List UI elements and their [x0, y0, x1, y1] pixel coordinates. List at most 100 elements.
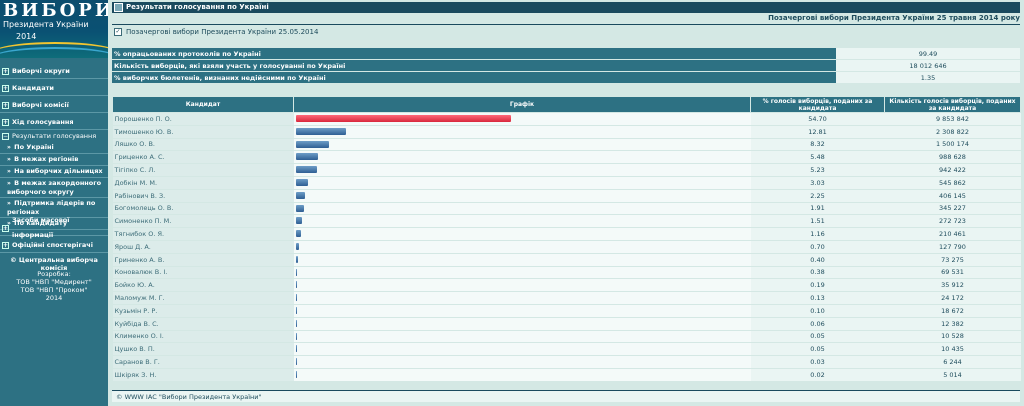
- sidebar-subitem-label: В межах закордонного виборчого округу: [7, 179, 102, 196]
- candidate-votes: 18 672: [884, 304, 1021, 318]
- stats-row: % виборчих бюлетенів, визнаних недійсним…: [112, 71, 1020, 84]
- candidate-graph: [293, 291, 751, 305]
- candidate-graph: [293, 227, 751, 241]
- candidate-name[interactable]: Добкін М. М.: [112, 176, 294, 190]
- summary-stats-table: % опрацьованих протоколів по Україні 99.4…: [112, 48, 1020, 84]
- candidate-percent: 1.51: [750, 214, 885, 229]
- stats-value: 1.35: [836, 71, 1020, 84]
- cec-copyright: © Центральна виборча комісія: [10, 256, 98, 272]
- vote-share-bar: [295, 345, 297, 353]
- candidate-name[interactable]: Цушко В. П.: [112, 342, 294, 357]
- candidate-name[interactable]: Тягнибок О. Я.: [112, 227, 294, 241]
- candidate-name[interactable]: Симоненко П. М.: [112, 214, 294, 229]
- square-icon: [114, 2, 123, 12]
- sidebar-subitem-leader-support[interactable]: » Підтримка лідерів по регіонах: [0, 198, 108, 218]
- double-chevron-right-icon: »: [7, 144, 11, 151]
- candidate-row: Кузьмін Р. Р. 0.10 18 672: [112, 304, 1021, 318]
- divider: [112, 24, 1020, 25]
- candidate-name[interactable]: Рабінович В. З.: [112, 189, 294, 203]
- sidebar-item-observers[interactable]: + Офіційні спостерігачі: [0, 238, 108, 253]
- candidate-graph: [293, 150, 751, 165]
- candidate-votes: 545 862: [884, 176, 1021, 190]
- candidate-votes: 12 382: [884, 317, 1021, 331]
- candidate-name[interactable]: Шкіряк З. Н.: [112, 368, 294, 382]
- logo-wave-blue: [0, 47, 108, 58]
- election-selector-label: Позачергові вибори Президента України 25…: [126, 28, 319, 36]
- expand-icon: +: [2, 67, 9, 75]
- candidate-name[interactable]: Тігіпко С. Л.: [112, 163, 294, 177]
- footer: © WWW ІАС "Вибори Президента України": [112, 390, 1020, 402]
- developer-line: ТОВ "НВП "Медирент": [16, 278, 92, 286]
- candidate-name[interactable]: Порошенко П. О.: [112, 112, 294, 126]
- election-selector[interactable]: ✓ Позачергові вибори Президента України 2…: [114, 28, 318, 36]
- developer-line: 2014: [45, 294, 63, 302]
- candidate-row: Гриценко А. С. 5.48 988 628: [112, 150, 1021, 165]
- candidate-name[interactable]: Коновалюк В. І.: [112, 266, 294, 280]
- candidate-name[interactable]: Клименко О. І.: [112, 330, 294, 344]
- logo[interactable]: ВИБОРИ Президента України 2014: [0, 0, 108, 58]
- logo-wave-yellow: [0, 42, 108, 58]
- sidebar-subitem-by-candidate[interactable]: » По кандидату: [0, 218, 108, 230]
- sidebar-item-label: Виборчі комісії: [12, 100, 69, 109]
- sidebar-subitem-ukraine[interactable]: » По Україні: [0, 142, 108, 154]
- vote-share-bar: [295, 255, 298, 263]
- candidate-name[interactable]: Тимошенко Ю. В.: [112, 125, 294, 139]
- sidebar-item-results[interactable]: − Результати голосування: [0, 131, 108, 142]
- vote-share-bar: [295, 115, 511, 122]
- expand-icon: +: [2, 84, 9, 92]
- candidate-row: Цушко В. П. 0.05 10 435: [112, 342, 1021, 357]
- candidate-votes: 35 912: [884, 278, 1021, 293]
- candidate-row: Тягнибок О. Я. 1.16 210 461: [112, 227, 1021, 241]
- logo-year: 2014: [16, 32, 37, 41]
- candidate-row: Богомолець О. В. 1.91 345 227: [112, 202, 1021, 216]
- stats-label: Кількість виборців, які взяли участь у г…: [112, 59, 836, 72]
- candidate-name[interactable]: Ляшко О. В.: [112, 138, 294, 152]
- candidate-name[interactable]: Саранов В. Г.: [112, 355, 294, 369]
- candidate-name[interactable]: Кузьмін Р. Р.: [112, 304, 294, 318]
- vote-share-bar: [295, 268, 297, 276]
- sidebar-subitem-polling-stations[interactable]: » На виборчих дільницях: [0, 166, 108, 178]
- sidebar: ВИБОРИ Президента України 2014 + Виборчі …: [0, 0, 108, 406]
- candidate-percent: 0.03: [750, 355, 885, 369]
- candidate-graph: [293, 278, 751, 293]
- candidate-name[interactable]: Гриценко А. С.: [112, 150, 294, 165]
- stats-row: Кількість виборців, які взяли участь у г…: [112, 59, 1020, 72]
- candidate-graph: [293, 112, 751, 126]
- candidate-name[interactable]: Куйбіда В. С.: [112, 317, 294, 331]
- sidebar-item-media[interactable]: + Засоби масової інформації: [0, 216, 108, 239]
- candidate-name[interactable]: Ярош Д. А.: [112, 240, 294, 254]
- checkbox-icon[interactable]: ✓: [114, 28, 122, 36]
- candidate-percent: 3.03: [750, 176, 885, 190]
- results-table: Кандидат Графік % голосів виборців, пода…: [112, 96, 1021, 382]
- sidebar-item-districts[interactable]: + Виборчі округи: [0, 64, 108, 79]
- candidate-row: Симоненко П. М. 1.51 272 723: [112, 214, 1021, 229]
- sidebar-item-label: Офіційні спостерігачі: [12, 240, 93, 249]
- candidate-votes: 988 628: [884, 150, 1021, 165]
- developer-info: Розробка: ТОВ "НВП "Медирент" ТОВ "НВП "…: [0, 270, 108, 302]
- developer-label: Розробка:: [37, 270, 71, 278]
- sidebar-subitem-regions[interactable]: » В межах регіонів: [0, 154, 108, 166]
- candidate-graph: [293, 304, 751, 318]
- sidebar-item-label: Кандидати: [12, 83, 54, 92]
- vote-share-bar: [295, 319, 297, 327]
- vote-share-bar: [295, 191, 305, 199]
- candidate-votes: 9 853 842: [884, 112, 1021, 126]
- sidebar-subitem-foreign-district[interactable]: » В межах закордонного виборчого округу: [0, 178, 108, 198]
- candidate-row: Добкін М. М. 3.03 545 862: [112, 176, 1021, 190]
- candidate-graph: [293, 125, 751, 139]
- sidebar-item-voting-progress[interactable]: + Хід голосування: [0, 115, 108, 130]
- vote-share-bar: [295, 332, 297, 340]
- candidate-votes: 345 227: [884, 202, 1021, 216]
- sidebar-item-candidates[interactable]: + Кандидати: [0, 81, 108, 96]
- candidate-percent: 2.25: [750, 189, 885, 203]
- candidate-name[interactable]: Гриненко А. В.: [112, 253, 294, 267]
- candidate-row: Клименко О. І. 0.05 10 528: [112, 330, 1021, 344]
- candidate-name[interactable]: Богомолець О. В.: [112, 202, 294, 216]
- candidate-name[interactable]: Бойко Ю. А.: [112, 278, 294, 293]
- stats-value: 99.49: [836, 48, 1020, 60]
- election-title: Позачергові вибори Президента України 25…: [768, 14, 1020, 22]
- vote-share-bar: [295, 306, 297, 314]
- sidebar-item-commissions[interactable]: + Виборчі комісії: [0, 98, 108, 113]
- candidate-name[interactable]: Маломуж М. Г.: [112, 291, 294, 305]
- sidebar-item-label: Виборчі округи: [12, 66, 70, 75]
